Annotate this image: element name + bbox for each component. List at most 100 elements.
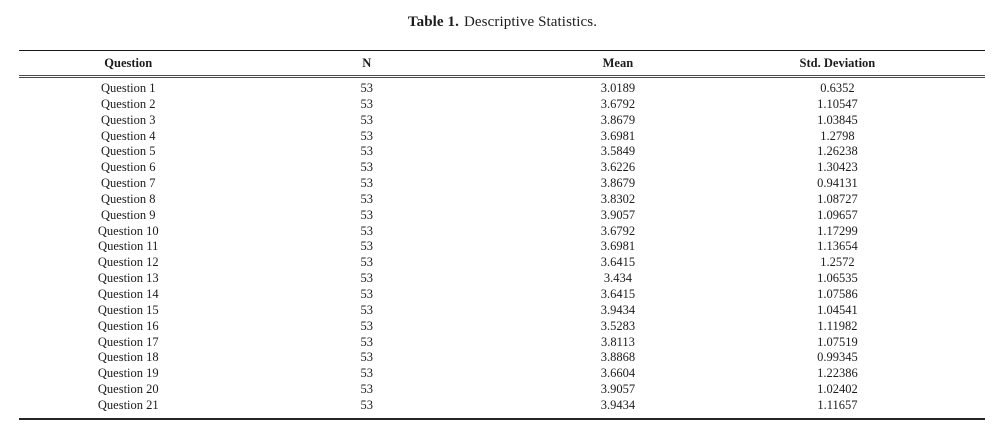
cell-n: 53 <box>360 96 374 111</box>
cell-std-deviation: 1.04541 <box>817 302 858 317</box>
cell-mean: 3.8679 <box>600 112 636 127</box>
table-row: Question 13 53 3.434 1.06535 <box>19 271 985 287</box>
cell-mean: 3.6226 <box>600 160 636 175</box>
cell-n: 53 <box>360 223 374 238</box>
cell-mean: 3.8868 <box>600 350 636 365</box>
cell-std-deviation: 1.13654 <box>817 239 858 254</box>
table-row: Question 1 53 3.0189 0.6352 <box>19 77 985 97</box>
cell-std-deviation: 0.99345 <box>817 350 858 365</box>
cell-mean: 3.6415 <box>600 286 636 301</box>
cell-question: Question 16 <box>97 318 159 333</box>
cell-std-deviation: 1.10547 <box>817 96 858 111</box>
cell-std-deviation: 0.94131 <box>817 176 858 191</box>
table-row: Question 12 53 3.6415 1.2572 <box>19 255 985 271</box>
cell-question: Question 7 <box>101 176 156 191</box>
table-label: Table 1. <box>407 14 459 30</box>
table-row: Question 16 53 3.5283 1.11982 <box>19 319 985 335</box>
cell-std-deviation: 1.22386 <box>817 366 858 381</box>
table-row: Question 10 53 3.6792 1.17299 <box>19 224 985 240</box>
cell-question: Question 18 <box>97 350 159 365</box>
cell-std-deviation: 1.06535 <box>817 271 858 286</box>
cell-question: Question 8 <box>101 191 156 206</box>
cell-question: Question 13 <box>97 271 159 286</box>
cell-n: 53 <box>231 397 502 420</box>
descriptive-statistics-table: Question N Mean Std. Deviation Question … <box>19 50 985 420</box>
table-row: Question 14 53 3.6415 1.07586 <box>19 287 985 303</box>
cell-mean: 3.9057 <box>600 207 636 222</box>
cell-n: 53 <box>360 81 374 95</box>
table-row: Question 3 53 3.8679 1.03845 <box>19 113 985 129</box>
cell-question: Question 4 <box>101 128 156 143</box>
cell-mean: 3.8679 <box>600 176 636 191</box>
column-header-std-deviation: Std. Deviation <box>733 50 985 78</box>
cell-mean: 3.8113 <box>600 334 635 349</box>
cell-n: 53 <box>360 112 374 127</box>
column-header-question: Question <box>19 50 232 78</box>
table-row: Question 18 53 3.8868 0.99345 <box>19 350 985 366</box>
cell-mean: 3.0189 <box>600 81 636 95</box>
cell-std-deviation: 1.2798 <box>820 128 855 143</box>
table-row: Question 20 53 3.9057 1.02402 <box>19 382 985 398</box>
cell-mean: 3.6792 <box>600 223 636 238</box>
cell-std-deviation: 0.6352 <box>820 81 855 95</box>
cell-std-deviation: 1.26238 <box>817 144 858 159</box>
cell-std-deviation: 1.2572 <box>820 255 855 270</box>
cell-n: 53 <box>360 176 374 191</box>
cell-n: 53 <box>360 334 374 349</box>
cell-question: Question 19 <box>97 366 159 381</box>
cell-mean: 3.6604 <box>600 366 636 381</box>
cell-mean: 3.9434 <box>501 397 734 420</box>
cell-n: 53 <box>360 286 374 301</box>
cell-std-deviation: 1.11982 <box>817 318 858 333</box>
cell-question: Question 20 <box>97 382 159 397</box>
table-row: Question 21 53 3.9434 1.11657 <box>19 397 985 420</box>
cell-n: 53 <box>360 207 374 222</box>
table-title: Table 1. Descriptive Statistics. <box>0 12 1005 32</box>
table-row: Question 7 53 3.8679 0.94131 <box>19 176 985 192</box>
table-row: Question 2 53 3.6792 1.10547 <box>19 97 985 113</box>
cell-std-deviation: 1.07586 <box>817 286 858 301</box>
column-header-n: N <box>231 50 502 78</box>
cell-std-deviation: 1.17299 <box>817 223 858 238</box>
table-row: Question 5 53 3.5849 1.26238 <box>19 144 985 160</box>
cell-question: Question 2 <box>101 96 156 111</box>
cell-n: 53 <box>360 318 374 333</box>
table-body: Question 1 53 3.0189 0.6352 Question 2 5… <box>19 77 985 420</box>
cell-n: 53 <box>360 239 374 254</box>
table-row: Question 6 53 3.6226 1.30423 <box>19 160 985 176</box>
cell-mean: 3.6981 <box>600 128 636 143</box>
cell-n: 53 <box>360 366 374 381</box>
cell-mean: 3.6981 <box>600 239 636 254</box>
cell-n: 53 <box>360 160 374 175</box>
cell-question: Question 1 <box>101 81 156 95</box>
cell-question: Question 15 <box>97 302 159 317</box>
cell-n: 53 <box>360 128 374 143</box>
cell-mean: 3.9057 <box>600 382 636 397</box>
cell-question: Question 17 <box>97 334 159 349</box>
cell-n: 53 <box>360 350 374 365</box>
cell-question: Question 21 <box>19 397 232 420</box>
table-row: Question 11 53 3.6981 1.13654 <box>19 239 985 255</box>
cell-std-deviation: 1.03845 <box>817 112 858 127</box>
table-row: Question 15 53 3.9434 1.04541 <box>19 303 985 319</box>
cell-std-deviation: 1.02402 <box>817 382 858 397</box>
cell-question: Question 5 <box>101 144 156 159</box>
cell-question: Question 10 <box>97 223 159 238</box>
cell-std-deviation: 1.08727 <box>817 191 858 206</box>
cell-question: Question 6 <box>101 160 156 175</box>
column-header-mean: Mean <box>501 50 734 78</box>
cell-mean: 3.6415 <box>600 255 636 270</box>
cell-mean: 3.6792 <box>600 96 636 111</box>
table-row: Question 8 53 3.8302 1.08727 <box>19 192 985 208</box>
cell-mean: 3.434 <box>603 271 632 286</box>
table-row: Question 17 53 3.8113 1.07519 <box>19 335 985 351</box>
cell-n: 53 <box>360 382 374 397</box>
cell-std-deviation: 1.11657 <box>733 397 985 420</box>
cell-question: Question 11 <box>98 239 159 254</box>
cell-n: 53 <box>360 302 374 317</box>
header-row: Question N Mean Std. Deviation <box>19 50 985 78</box>
cell-mean: 3.5849 <box>600 144 636 159</box>
cell-std-deviation: 1.07519 <box>817 334 858 349</box>
cell-question: Question 9 <box>101 207 156 222</box>
